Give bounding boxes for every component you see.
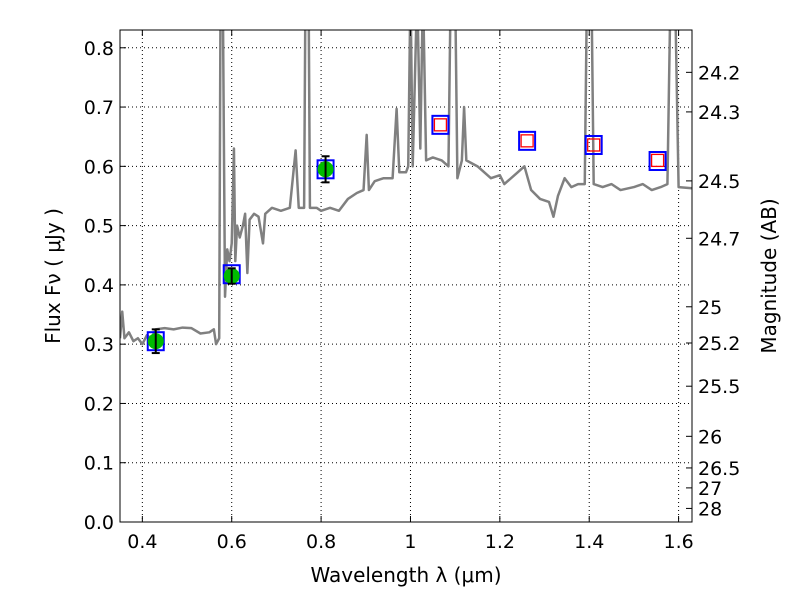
plot-series xyxy=(120,30,692,355)
model-spectrum-line xyxy=(120,30,692,346)
right-tick-label: 27 xyxy=(698,478,722,500)
y-tick-label: 0.0 xyxy=(84,512,114,534)
right-tick-label: 24.5 xyxy=(698,171,740,193)
model-photometry-marker xyxy=(584,134,603,155)
y-tick-label: 0.8 xyxy=(84,38,114,60)
y-tick-label: 0.3 xyxy=(84,334,114,356)
y-tick-label: 0.2 xyxy=(84,393,114,415)
y-tick-label: 0.4 xyxy=(84,275,114,297)
right-tick-label: 28 xyxy=(698,498,722,520)
grid xyxy=(120,30,692,523)
model-photometry-marker xyxy=(431,114,450,135)
right-tick-label: 25 xyxy=(698,297,722,319)
y-tick-label: 0.5 xyxy=(84,216,114,238)
y-tick-label: 0.6 xyxy=(84,156,114,178)
y-tick-label: 0.1 xyxy=(84,453,114,475)
model-photometry-marker xyxy=(648,151,667,172)
right-tick-label: 24.7 xyxy=(698,228,740,250)
x-tick-label: 0.6 xyxy=(217,531,247,553)
right-axis-label: Magnitude (AB) xyxy=(757,198,781,353)
predicted-photometry-marker xyxy=(520,134,534,148)
model-photometry-marker xyxy=(518,130,537,151)
right-tick-label: 26 xyxy=(698,426,722,448)
x-tick-label: 1.2 xyxy=(485,531,515,553)
x-tick-label: 0.4 xyxy=(127,531,157,553)
x-axis-label: Wavelength λ (μm) xyxy=(310,563,501,587)
x-tick-label: 1.4 xyxy=(574,531,604,553)
plot-frame xyxy=(119,29,693,523)
right-tick-label: 24.3 xyxy=(698,102,740,124)
y-axis-label: Flux Fν ( μJy ) xyxy=(41,208,65,344)
predicted-photometry-marker xyxy=(650,153,665,168)
right-tick-label: 24.2 xyxy=(698,62,740,84)
right-tick-label: 25.5 xyxy=(698,376,740,398)
predicted-photometry-marker xyxy=(587,138,601,152)
x-tick-label: 1.6 xyxy=(663,531,693,553)
y-tick-label: 0.7 xyxy=(84,97,114,119)
predicted-photometry-marker xyxy=(433,118,448,132)
x-tick-label: 1 xyxy=(404,531,416,553)
right-tick-label: 26.5 xyxy=(698,458,740,480)
x-tick-label: 0.8 xyxy=(306,531,336,553)
right-tick-label: 25.2 xyxy=(698,333,740,355)
ticks: 0.4 0.6 0.8 1 1.2 1.4 1.6 0.0 0.1 0.2 0.3 0.4 0.5 0.6… xyxy=(84,30,740,553)
